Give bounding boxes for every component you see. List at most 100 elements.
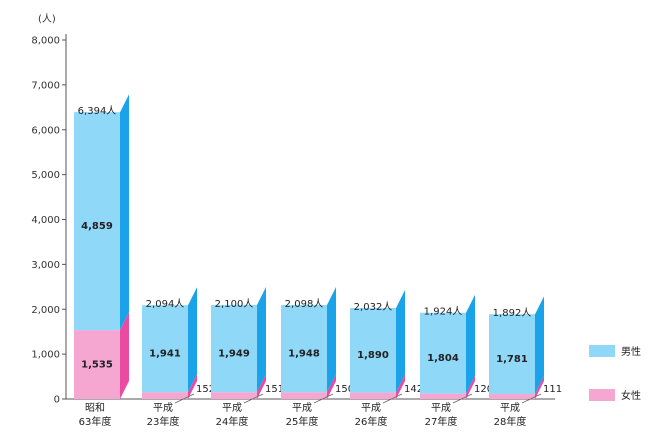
y-tick-label: 7,000 (31, 80, 60, 91)
male-value-label: 1,948 (288, 349, 320, 360)
x-category-line: 平成 (292, 402, 312, 414)
female-value-label: 1,535 (81, 360, 113, 371)
bar-female (420, 393, 466, 399)
bar-male (420, 312, 466, 394)
bar-male-side (257, 286, 266, 393)
bar-female (489, 394, 535, 399)
x-category-line: 25年度 (286, 415, 319, 428)
total-label: 2,094人 (146, 298, 185, 310)
x-category-line: 平成 (361, 402, 381, 414)
x-category-line: 27年度 (425, 415, 458, 428)
x-category-label: 平成 26年度 (355, 402, 388, 428)
bar-female (211, 392, 257, 399)
legend-swatch-male (589, 345, 615, 357)
bar-female-side (466, 375, 475, 399)
bar-male-side (120, 94, 129, 331)
total-label: 1,924人 (424, 306, 463, 318)
x-category-line: 昭和 (85, 402, 105, 414)
y-axis-unit: (人) (38, 13, 56, 25)
bar-top (420, 294, 475, 313)
x-category-line: 平成 (431, 402, 451, 414)
bar-male-side (535, 296, 544, 395)
legend-label-female: 女性 (621, 389, 641, 402)
female-value-label: 142 (404, 384, 423, 395)
male-value-label: 1,781 (496, 354, 528, 365)
bar-male (211, 304, 257, 393)
female-leader-line (452, 393, 473, 404)
bar-female (142, 392, 188, 399)
y-tick-label: 8,000 (31, 36, 60, 47)
bar-top (142, 287, 197, 306)
x-category-line: 平成 (222, 402, 242, 414)
bar-male (142, 305, 188, 393)
total-label: 2,032人 (354, 301, 393, 313)
bar-female (281, 392, 327, 399)
bar-female-side (327, 374, 336, 399)
female-leader-line (174, 393, 195, 404)
male-value-label: 4,859 (81, 221, 113, 232)
bar-top (350, 289, 405, 308)
legend-swatch-female (589, 389, 615, 401)
x-category-line: 63年度 (79, 415, 112, 428)
bar-male-side (188, 287, 197, 393)
total-label: 6,394人 (78, 105, 117, 117)
bar-male-side (466, 294, 475, 394)
x-category-label: 平成 24年度 (216, 402, 249, 428)
y-tick-label: 6,000 (31, 125, 60, 136)
y-tick-label: 0 (54, 395, 60, 406)
female-value-label: 152 (196, 384, 215, 395)
x-category-line: 平成 (153, 402, 173, 414)
female-value-label: 151 (265, 384, 284, 395)
x-category-label: 昭和 63年度 (79, 402, 112, 428)
female-label-bg (76, 354, 118, 373)
bar-top (74, 94, 129, 113)
y-tick-label: 5,000 (31, 170, 60, 181)
bar-top (211, 286, 266, 305)
bar-male (74, 112, 120, 331)
bar-top (281, 286, 336, 305)
bar-female-side (188, 374, 197, 399)
legend-label-male: 男性 (621, 345, 641, 358)
x-category-line: 26年度 (355, 415, 388, 428)
total-label: 2,100人 (215, 298, 254, 310)
x-category-line: 24年度 (216, 415, 249, 428)
bar-female-side (120, 312, 129, 399)
x-category-line: 23年度 (147, 415, 180, 428)
x-category-line: 28年度 (494, 415, 527, 428)
male-value-label: 1,949 (218, 348, 250, 359)
bar-female-side (535, 376, 544, 399)
y-tick-label: 2,000 (31, 305, 60, 316)
bar-male (489, 314, 535, 395)
bar-male-side (396, 289, 405, 393)
male-value-label: 1,941 (149, 349, 181, 360)
female-value-label: 120 (474, 384, 493, 395)
x-category-label: 平成 23年度 (147, 402, 180, 428)
female-leader-line (382, 393, 403, 404)
male-value-label: 1,804 (427, 353, 459, 364)
female-leader-line (243, 393, 264, 404)
bar-female (350, 392, 396, 399)
y-tick-label: 1,000 (31, 350, 60, 361)
female-value-label: 150 (335, 384, 354, 395)
female-value-label: 111 (543, 384, 562, 395)
male-value-label: 1,890 (357, 350, 389, 361)
x-category-label: 平成 27年度 (425, 402, 458, 428)
total-label: 2,098人 (285, 298, 324, 310)
total-label: 1,892人 (493, 307, 532, 319)
bar-top (489, 296, 544, 315)
bar-male (350, 307, 396, 393)
x-category-label: 平成 28年度 (494, 402, 527, 428)
bar-female-side (257, 374, 266, 399)
x-category-line: 平成 (500, 402, 520, 414)
x-category-label: 平成 25年度 (286, 402, 319, 428)
bar-male-side (327, 286, 336, 393)
female-leader-line (313, 393, 334, 404)
y-tick-label: 3,000 (31, 260, 60, 271)
bar-male (281, 304, 327, 393)
bar-female-side (396, 374, 405, 399)
y-tick-label: 4,000 (31, 215, 60, 226)
female-leader-line (521, 393, 542, 404)
